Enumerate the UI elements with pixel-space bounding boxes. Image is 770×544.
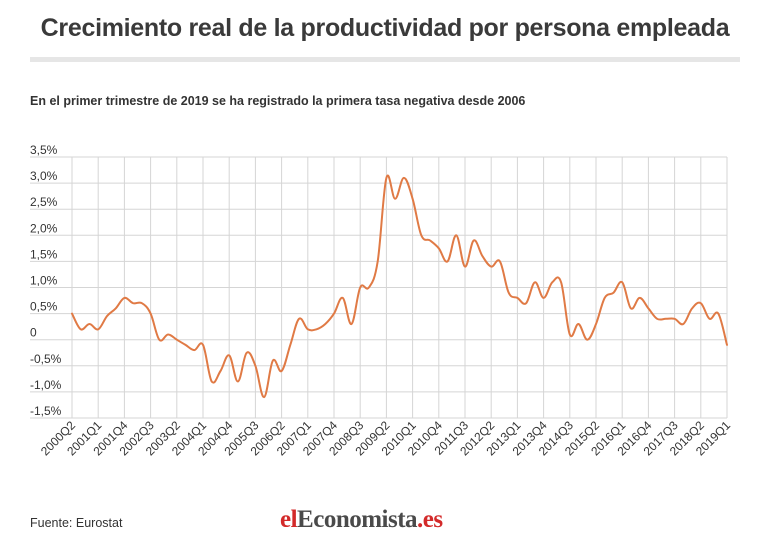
y-tick-label: 2,5% <box>30 195 58 209</box>
x-axis-labels: 2000Q22001Q12001Q42002Q32003Q22004Q12004… <box>38 418 733 458</box>
chart-title: Crecimiento real de la productividad por… <box>40 14 730 42</box>
series-line <box>71 174 728 399</box>
y-tick-label: 3,0% <box>30 169 58 183</box>
y-tick-label: -0,5% <box>30 352 62 366</box>
source-note: Fuente: Eurostat <box>30 516 123 530</box>
y-tick-label: 0,5% <box>30 300 58 314</box>
y-tick-label: 1,5% <box>30 247 58 261</box>
gridlines <box>30 156 728 419</box>
y-tick-label: 3,5% <box>30 143 58 157</box>
y-tick-label: 2,0% <box>30 221 58 235</box>
y-tick-label: -1,0% <box>30 378 62 392</box>
logo-part-el: el <box>280 506 298 533</box>
y-axis-labels: 3,5% 3,0% 2,5% 2,0% 1,5% 1,0% 0,5% 0 -0,5% -1,0% -… <box>30 143 62 418</box>
title-divider <box>30 57 740 62</box>
logo-part-es: .es <box>417 506 443 533</box>
y-tick-label: -1,5% <box>30 404 62 418</box>
logo-part-economista: Economista <box>297 506 418 533</box>
publisher-logo: elEconomista.es <box>280 506 443 534</box>
y-tick-label: 0 <box>30 326 37 340</box>
chart-subtitle: En el primer trimestre de 2019 se ha reg… <box>30 94 526 108</box>
y-tick-label: 1,0% <box>30 274 58 288</box>
